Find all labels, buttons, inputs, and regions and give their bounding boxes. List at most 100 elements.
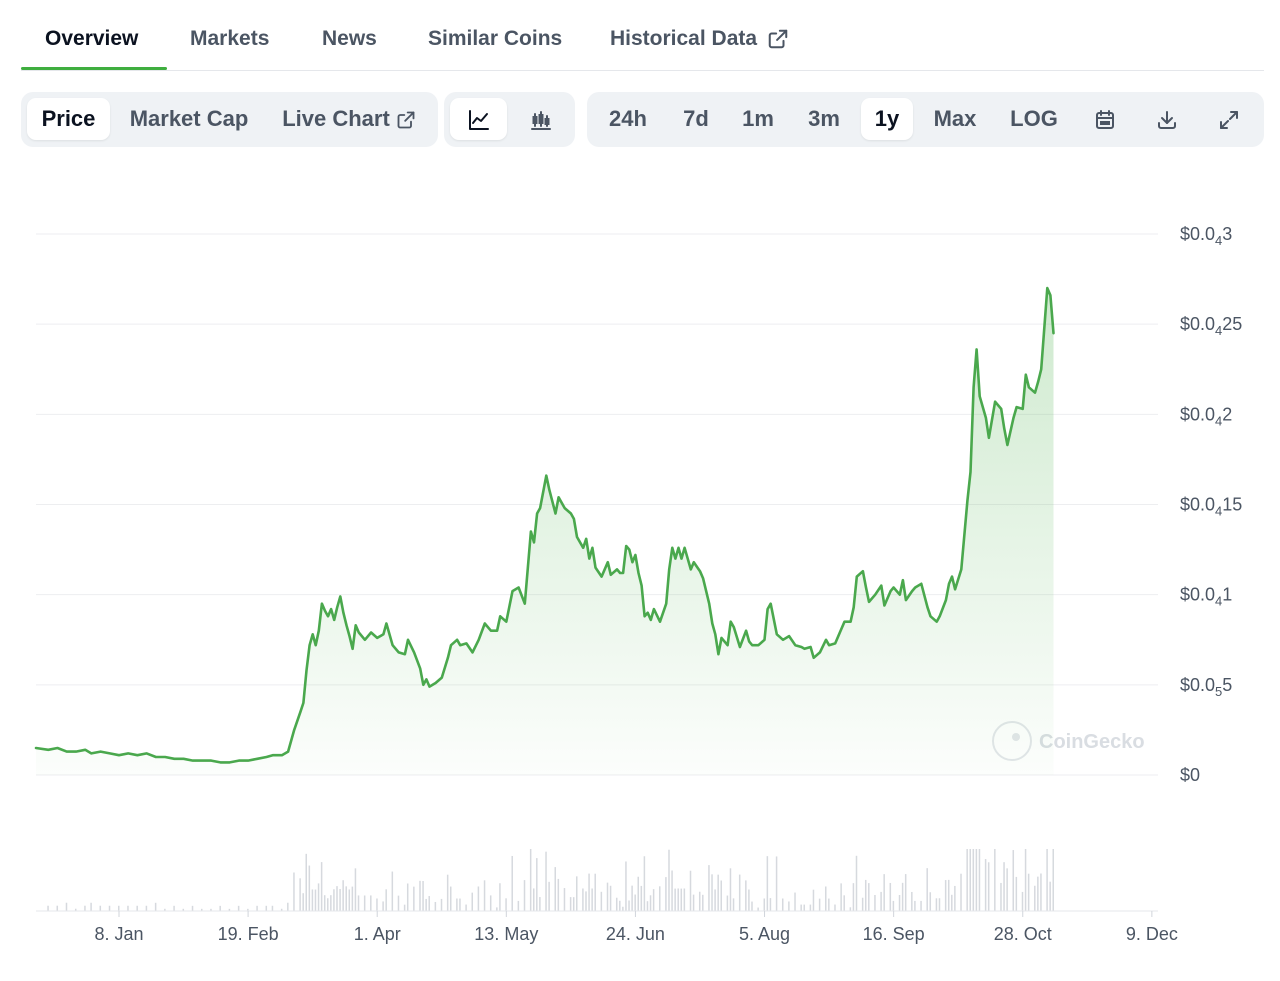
volume-bar bbox=[477, 886, 480, 911]
volume-bar bbox=[576, 876, 578, 911]
volume-bar bbox=[668, 849, 670, 911]
range-7d-button[interactable]: 7d bbox=[673, 98, 719, 140]
volume-bar bbox=[348, 889, 351, 911]
volume-bar bbox=[56, 905, 59, 911]
price-chart[interactable]: $0 $0.055 $0.041 $0.0415 $0.042 $0.0425 $0.043… bbox=[0, 150, 1280, 981]
volume-bar bbox=[714, 889, 716, 911]
volume-bar bbox=[585, 891, 587, 911]
x-tick-label: 9. Dec bbox=[1126, 924, 1178, 944]
volume-bar bbox=[406, 883, 409, 911]
volume-bar bbox=[333, 889, 335, 911]
volume-bar bbox=[483, 880, 486, 911]
volume-bar bbox=[683, 888, 686, 911]
volume-bar bbox=[545, 851, 547, 911]
tab-markets[interactable]: Markets bbox=[190, 27, 269, 51]
volume-bar bbox=[609, 885, 612, 911]
volume-bar bbox=[966, 849, 968, 911]
volume-bar bbox=[674, 888, 676, 911]
tab-similar-coins[interactable]: Similar Coins bbox=[428, 27, 562, 51]
volume-bar bbox=[449, 886, 452, 911]
chart-style-switcher bbox=[444, 92, 575, 147]
price-button[interactable]: Price bbox=[27, 98, 110, 140]
tab-historical-data[interactable]: Historical Data bbox=[610, 27, 789, 51]
volume-bar bbox=[843, 895, 845, 911]
volume-bar bbox=[812, 889, 815, 911]
volume-bar bbox=[634, 894, 636, 911]
fullscreen-button[interactable] bbox=[1207, 98, 1251, 140]
line-chart-button[interactable] bbox=[450, 98, 507, 140]
volume-bar bbox=[868, 883, 870, 911]
range-1m-label: 1m bbox=[742, 106, 774, 131]
volume-bar bbox=[898, 895, 901, 911]
live-chart-button[interactable]: Live Chart bbox=[271, 98, 427, 140]
volume-bar bbox=[145, 905, 148, 911]
volume-bar bbox=[385, 889, 387, 911]
volume-bar bbox=[671, 870, 673, 911]
volume-bar bbox=[302, 893, 304, 911]
range-24h-button[interactable]: 24h bbox=[599, 98, 657, 140]
calendar-button[interactable] bbox=[1083, 98, 1127, 140]
volume-bar bbox=[852, 883, 855, 911]
volume-bar bbox=[173, 905, 175, 911]
volume-bar bbox=[975, 849, 978, 911]
tab-news[interactable]: News bbox=[322, 27, 377, 51]
volume-bar bbox=[969, 849, 971, 911]
volume-bar bbox=[637, 876, 639, 911]
market-cap-button-label: Market Cap bbox=[129, 106, 249, 131]
volume-bar bbox=[646, 901, 649, 911]
y-tick-label: $0.043 bbox=[1180, 224, 1232, 248]
volume-bar bbox=[532, 888, 535, 911]
volume-bar bbox=[591, 888, 593, 911]
tab-overview[interactable]: Overview bbox=[45, 27, 138, 51]
volume-bar bbox=[539, 897, 541, 911]
volume-bar bbox=[345, 886, 347, 911]
x-tick-label: 28. Oct bbox=[994, 924, 1052, 944]
download-button[interactable] bbox=[1145, 98, 1189, 140]
range-1m-button[interactable]: 1m bbox=[733, 98, 783, 140]
active-tab-indicator bbox=[21, 67, 167, 70]
volume-bar bbox=[677, 888, 679, 911]
live-chart-button-label: Live Chart bbox=[282, 106, 390, 131]
volume-bar bbox=[136, 905, 138, 911]
volume-bar bbox=[305, 853, 308, 911]
volume-bar bbox=[74, 908, 77, 911]
volume-bar bbox=[726, 895, 729, 911]
y-tick-label: $0.041 bbox=[1180, 585, 1232, 609]
volume-bar bbox=[781, 898, 784, 911]
range-max-button[interactable]: Max bbox=[925, 98, 985, 140]
volume-bar bbox=[117, 905, 120, 911]
volume-bar bbox=[465, 904, 467, 911]
tab-news-label: News bbox=[322, 27, 377, 50]
volume-bar bbox=[336, 886, 338, 911]
volume-bar bbox=[182, 908, 185, 911]
volume-bar bbox=[308, 865, 311, 911]
candlestick-chart-button[interactable] bbox=[514, 98, 568, 140]
volume-bar bbox=[314, 889, 317, 911]
volume-bar bbox=[751, 901, 753, 911]
range-1y-button[interactable]: 1y bbox=[861, 98, 913, 140]
volume-bar bbox=[563, 888, 566, 911]
volume-bar bbox=[615, 897, 618, 911]
volume-bar bbox=[889, 882, 892, 911]
y-axis-labels: $0 $0.055 $0.041 $0.0415 $0.042 $0.0425 $0.043 bbox=[1180, 224, 1242, 785]
volume-bar bbox=[228, 908, 231, 911]
volume-bar bbox=[99, 905, 102, 911]
market-cap-button[interactable]: Market Cap bbox=[121, 98, 257, 140]
volume-bar bbox=[717, 874, 719, 911]
volume-bar bbox=[901, 882, 904, 911]
volume-bar bbox=[926, 868, 928, 911]
volume-bar bbox=[247, 908, 249, 911]
volume-bar bbox=[698, 891, 701, 911]
volume-bar bbox=[557, 878, 560, 911]
volume-bar bbox=[606, 882, 609, 911]
price-button-label: Price bbox=[41, 106, 96, 131]
volume-bar bbox=[665, 877, 667, 911]
volume-bar bbox=[548, 881, 550, 911]
volume-bar bbox=[803, 904, 805, 911]
range-3m-button[interactable]: 3m bbox=[797, 98, 851, 140]
volume-bar bbox=[643, 856, 646, 911]
volume-bar bbox=[994, 849, 996, 911]
log-scale-button[interactable]: LOG bbox=[1001, 98, 1067, 140]
volume-bar bbox=[874, 895, 876, 911]
volume-bar bbox=[628, 900, 630, 911]
